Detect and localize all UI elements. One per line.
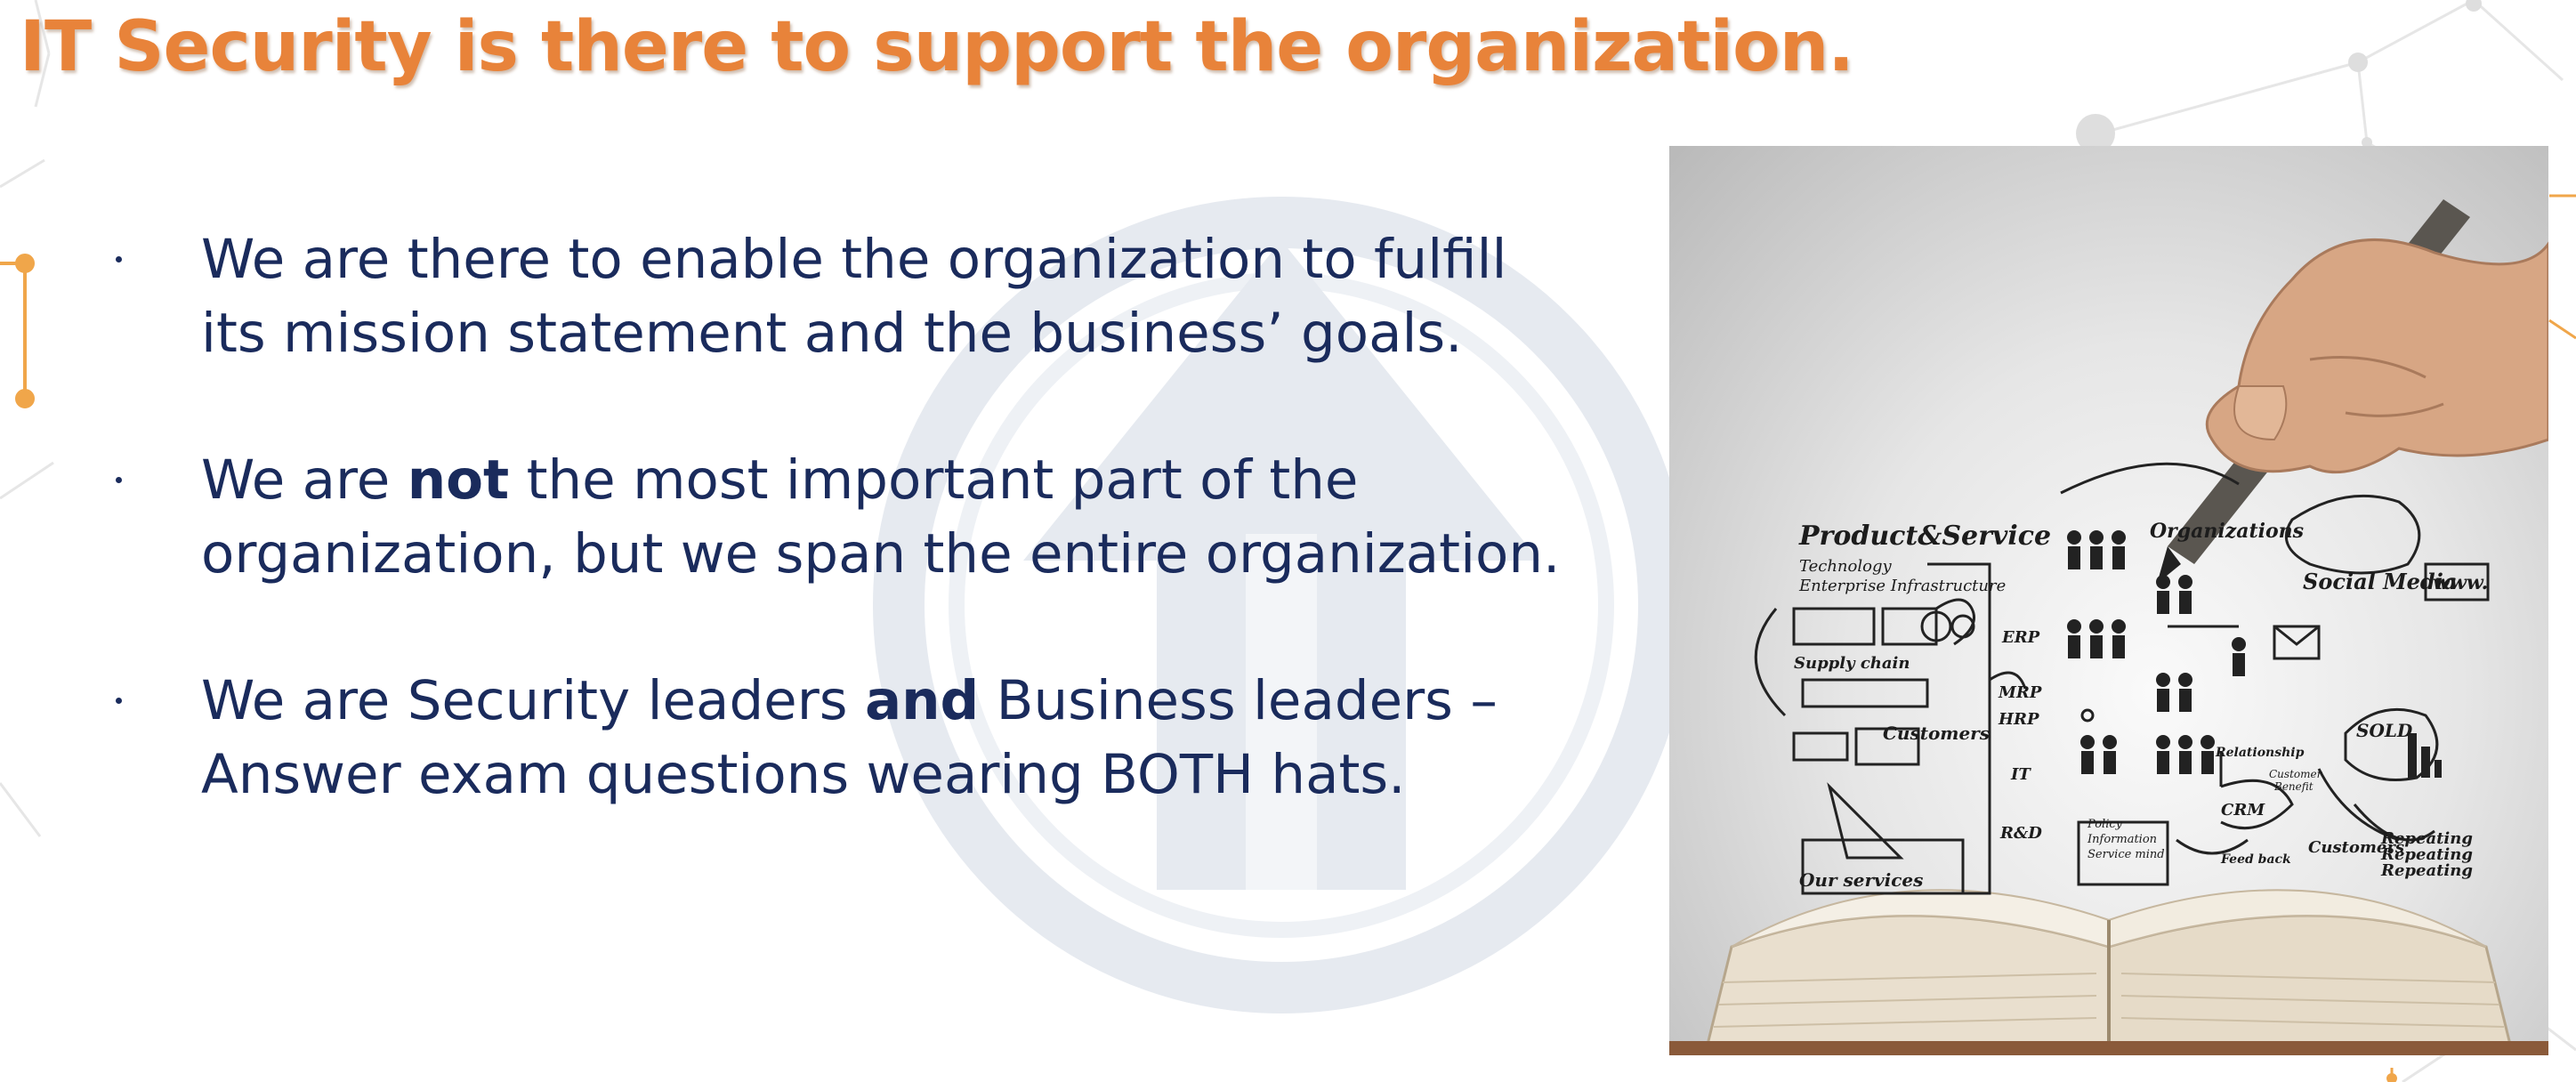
business-sketch-illustration: Product&Service Technology Enterprise In… <box>1669 146 2548 1055</box>
label-our-services: Our services <box>1799 869 1923 891</box>
label-policy: Policy <box>2087 818 2123 831</box>
label-crm: CRM <box>2221 801 2265 820</box>
label-feed-back: Feed back <box>2220 852 2291 867</box>
slide-title: IT Security is there to support the orga… <box>20 7 1854 87</box>
bullet-emphasis: and <box>864 669 980 732</box>
bullet-item-span-organization: We are not the most important part of th… <box>116 443 1628 591</box>
sold-bars-icon <box>2408 733 2442 778</box>
label-customers-right: Customers <box>2308 838 2404 857</box>
label-supply-chain: Supply chain <box>1794 654 1910 673</box>
label-sold: SOLD <box>2356 720 2413 741</box>
sketch-drawing: Product&Service Technology Enterprise In… <box>1669 199 2548 1055</box>
bullet-dot-icon <box>116 477 122 483</box>
hand-with-pen-icon <box>2157 199 2548 584</box>
watermark-logo <box>873 197 1690 1013</box>
organization-people-icon <box>2067 530 2246 774</box>
bullet-item-both-hats: We are Security leaders and Business lea… <box>116 664 1628 812</box>
bullet-text: We are Security leaders <box>201 669 865 732</box>
bullet-emphasis: not <box>407 448 510 512</box>
label-mrp: MRP <box>1998 683 2042 702</box>
label-rd: R&D <box>1999 824 2042 843</box>
label-enterprise-infrastructure: Enterprise Infrastructure <box>1798 577 2006 595</box>
open-book-icon <box>1669 889 2548 1055</box>
bullet-line: We are there to enable the organization … <box>201 228 1507 291</box>
bullet-line: its mission statement and the business’ … <box>201 302 1463 365</box>
bullet-list: We are there to enable the organization … <box>116 222 1628 884</box>
bullet-line: We are Security leaders and Business lea… <box>201 664 1628 738</box>
label-product-service: Product&Service <box>1798 521 2051 552</box>
label-organizations: Organizations <box>2150 520 2304 543</box>
label-customer-benefit-1: Customer <box>2269 768 2323 780</box>
label-repeating-1: Repeating <box>2380 829 2473 848</box>
label-customer-benefit-2: Benefit <box>2273 780 2314 793</box>
label-relationship: Relationship <box>2215 746 2305 760</box>
label-hrp: HRP <box>1998 710 2039 729</box>
bullet-text: the most important part of the <box>509 448 1359 512</box>
bullet-text: We are <box>201 448 408 512</box>
label-social-media: Social Media <box>2303 569 2457 594</box>
label-repeating-3: Repeating <box>2380 861 2473 880</box>
bullet-line: Answer exam questions wearing BOTH hats. <box>201 743 1406 806</box>
label-it: IT <box>2010 765 2031 784</box>
label-technology: Technology <box>1799 557 1892 576</box>
label-customers-left: Customers <box>1883 723 1990 744</box>
label-repeating-2: Repeating <box>2380 845 2473 864</box>
label-erp: ERP <box>2001 628 2040 647</box>
bullet-text: Business leaders – <box>979 669 1498 732</box>
label-information: Information <box>2087 833 2157 846</box>
bullet-dot-icon <box>116 256 122 262</box>
bullet-line: organization, but we span the entire org… <box>201 522 1561 585</box>
label-www: www. <box>2433 571 2488 594</box>
bullet-item-enable-organization: We are there to enable the organization … <box>116 222 1628 370</box>
bullet-dot-icon <box>116 698 122 704</box>
label-service-mind: Service mind <box>2087 848 2165 861</box>
bullet-line: We are not the most important part of th… <box>201 443 1628 517</box>
